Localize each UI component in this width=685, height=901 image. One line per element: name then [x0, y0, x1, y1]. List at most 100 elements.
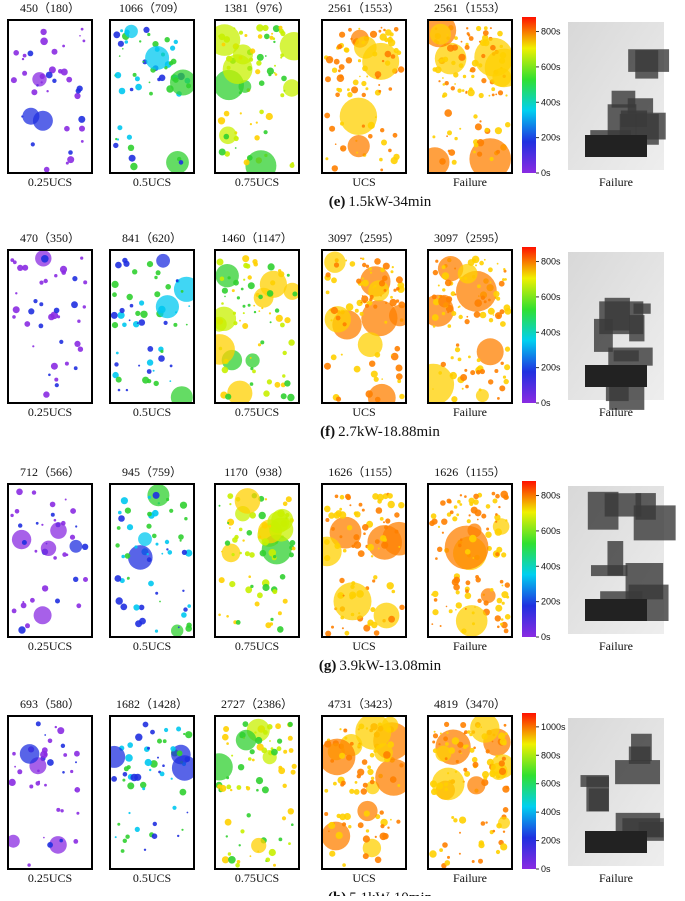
ae-event: [339, 728, 342, 731]
ae-event: [488, 379, 494, 385]
ae-event: [502, 741, 507, 746]
ae-event: [384, 320, 388, 324]
ae-event: [121, 554, 125, 559]
ae-event: [218, 613, 221, 617]
ae-event: [369, 271, 373, 274]
ae-event: [267, 724, 273, 730]
ae-event: [72, 276, 78, 282]
ae-event: [398, 545, 401, 548]
ae-event: [154, 291, 161, 298]
ae-event: [347, 88, 350, 92]
ae-event: [471, 756, 478, 763]
ae-event: [479, 120, 482, 123]
ae-event: [38, 323, 44, 329]
ae-event: [58, 69, 63, 74]
ae-event: [495, 513, 498, 516]
ae-event: [479, 260, 484, 266]
ae-event: [473, 493, 479, 500]
ae-event: [351, 86, 359, 94]
ae-event: [116, 138, 120, 141]
ae-event: [285, 513, 290, 517]
ae-event: [387, 36, 394, 43]
ae-event: [279, 32, 299, 61]
ae-event: [481, 513, 487, 519]
ae-event: [25, 623, 30, 629]
ae-event: [464, 607, 467, 610]
ae-event: [173, 276, 194, 302]
caption-text: 2.7kW-18.88min: [338, 424, 440, 440]
ae-event: [179, 539, 182, 542]
stage-label: UCS: [352, 871, 375, 885]
bubbles: [215, 718, 297, 868]
ae-event: [374, 396, 381, 403]
ae-event: [115, 351, 119, 355]
ae-event: [169, 364, 173, 368]
ae-event: [432, 135, 436, 139]
ae-event: [365, 87, 369, 91]
ae-event: [33, 299, 38, 304]
ae-event: [177, 156, 182, 162]
ae-event: [227, 518, 235, 526]
ae-event: [388, 148, 392, 153]
ae-event: [62, 771, 65, 774]
ae-event: [484, 127, 490, 133]
bubbles: [110, 253, 194, 403]
ae-event: [447, 324, 452, 328]
ae-event: [44, 783, 47, 787]
ae-event: [384, 60, 391, 66]
ae-event: [82, 39, 86, 43]
ae-event: [471, 860, 475, 863]
ae-event: [454, 36, 458, 40]
ae-event: [344, 630, 350, 636]
ae-event: [77, 319, 81, 323]
ae-event: [435, 745, 452, 762]
ae-event: [266, 379, 272, 385]
ae-event: [470, 67, 476, 73]
ae-event: [143, 848, 147, 851]
ae-event: [246, 813, 251, 818]
ae-event: [187, 604, 191, 608]
ae-event: [173, 322, 178, 327]
ae-event: [252, 259, 258, 265]
ae-event: [446, 498, 452, 504]
ae-event: [454, 83, 456, 85]
ae-event: [333, 262, 340, 268]
ae-event: [122, 778, 126, 782]
ae-event: [339, 507, 343, 511]
specimen-frame: [7, 249, 93, 404]
ae-event: [188, 305, 191, 307]
ae-event: [324, 362, 331, 370]
colorbar: [522, 481, 536, 637]
ae-event: [249, 382, 254, 386]
ae-event: [470, 370, 476, 376]
ae-event: [221, 302, 224, 305]
ae-event: [258, 310, 261, 312]
ae-event: [399, 393, 405, 400]
ae-event: [373, 575, 378, 580]
ae-event: [361, 92, 366, 98]
ae-event: [454, 770, 458, 773]
ae-event: [64, 498, 67, 501]
ae-event: [19, 744, 40, 764]
ae-event: [71, 301, 78, 309]
ae-event: [335, 396, 342, 402]
ae-event: [465, 744, 469, 748]
specimen-frame: [214, 249, 300, 404]
ae-event: [185, 549, 193, 557]
ae-event: [288, 339, 295, 346]
ae-event: [432, 269, 439, 276]
ae-event: [479, 368, 485, 375]
ae-event: [477, 598, 482, 603]
ae-event: [380, 535, 387, 542]
ae-event: [164, 37, 170, 43]
ae-event: [230, 788, 233, 792]
ae-event: [120, 603, 128, 611]
colorbar-label: 200s: [541, 597, 561, 607]
ae-event: [29, 784, 34, 789]
ae-event: [476, 25, 482, 32]
ae-event: [333, 58, 340, 65]
ae-event: [448, 149, 456, 156]
stage-label: 0.25UCS: [28, 871, 72, 885]
ae-event: [375, 507, 383, 514]
ae-event: [291, 823, 294, 826]
